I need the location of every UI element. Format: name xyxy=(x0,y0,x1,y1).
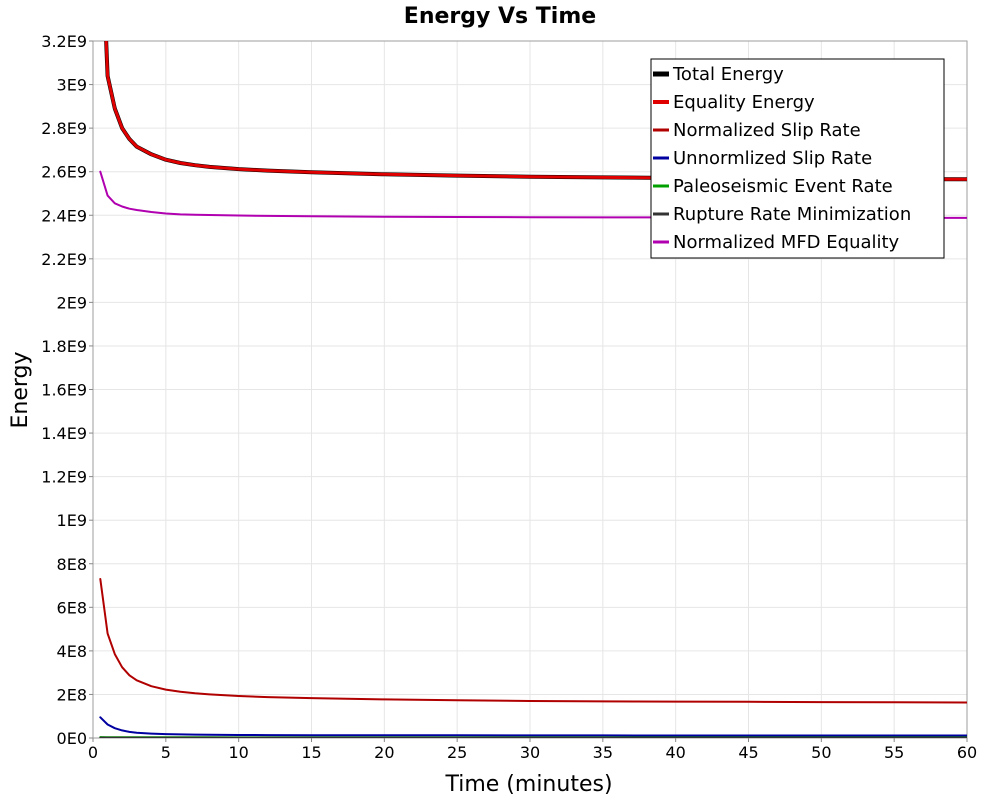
y-tick-label: 2.4E9 xyxy=(41,206,87,225)
y-tick-label: 1.2E9 xyxy=(41,468,87,487)
y-tick-label: 1.6E9 xyxy=(41,381,87,400)
legend-label-equality-energy: Equality Energy xyxy=(673,92,815,113)
x-axis-ticks: 0 5 10 15 20 25 30 35 40 45 50 55 60 xyxy=(88,738,977,762)
series-line-unnormlized-slip-rate xyxy=(99,716,967,737)
y-tick-label: 2.8E9 xyxy=(41,119,87,138)
legend-label-total-energy: Total Energy xyxy=(672,64,784,85)
legend-label-normalized-slip-rate: Normalized Slip Rate xyxy=(673,120,861,141)
legend-label-normalized-mfd-equality: Normalized MFD Equality xyxy=(673,232,900,253)
y-axis-label: Energy xyxy=(8,351,33,428)
y-tick-label: 2.2E9 xyxy=(41,250,87,269)
x-tick-label: 0 xyxy=(88,743,98,762)
y-tick-label: 1.4E9 xyxy=(41,424,87,443)
x-tick-label: 10 xyxy=(228,743,248,762)
x-tick-label: 50 xyxy=(811,743,831,762)
y-tick-label: 4E8 xyxy=(57,642,87,661)
chart-title: Energy Vs Time xyxy=(404,4,596,29)
x-tick-label: 40 xyxy=(665,743,685,762)
y-tick-label: 1.8E9 xyxy=(41,337,87,356)
x-tick-label: 45 xyxy=(738,743,758,762)
y-axis-ticks: 0E0 2E8 4E8 6E8 8E8 1E9 1.2E9 1.4E9 1.6E9 1.8E9 2E… xyxy=(41,32,93,748)
x-tick-label: 55 xyxy=(884,743,904,762)
x-tick-label: 35 xyxy=(593,743,613,762)
x-tick-label: 30 xyxy=(520,743,540,762)
x-axis-label: Time (minutes) xyxy=(444,772,612,797)
legend: Total Energy Equality Energy Normalized Sl… xyxy=(650,58,945,259)
y-tick-label: 8E8 xyxy=(57,555,87,574)
legend-label-unnormlized-slip-rate: Unnormlized Slip Rate xyxy=(673,148,872,169)
y-tick-label: 3.2E9 xyxy=(41,32,87,51)
x-tick-label: 5 xyxy=(161,743,171,762)
x-tick-label: 15 xyxy=(301,743,321,762)
x-tick-label: 20 xyxy=(374,743,394,762)
legend-box xyxy=(650,58,945,259)
y-tick-label: 2.6E9 xyxy=(41,163,87,182)
legend-label-paleoseismic-event-rate: Paleoseismic Event Rate xyxy=(673,176,893,197)
y-tick-label: 3E9 xyxy=(57,76,87,95)
y-tick-label: 2E8 xyxy=(57,685,87,704)
y-tick-label: 2E9 xyxy=(57,293,87,312)
y-tick-label: 6E8 xyxy=(57,598,87,617)
legend-label-rupture-rate-minimization: Rupture Rate Minimization xyxy=(673,204,911,225)
series-line-normalized-slip-rate xyxy=(99,578,967,704)
y-tick-label: 1E9 xyxy=(57,511,87,530)
x-tick-label: 60 xyxy=(957,743,977,762)
y-tick-label: 0E0 xyxy=(57,729,87,748)
x-tick-label: 25 xyxy=(447,743,467,762)
